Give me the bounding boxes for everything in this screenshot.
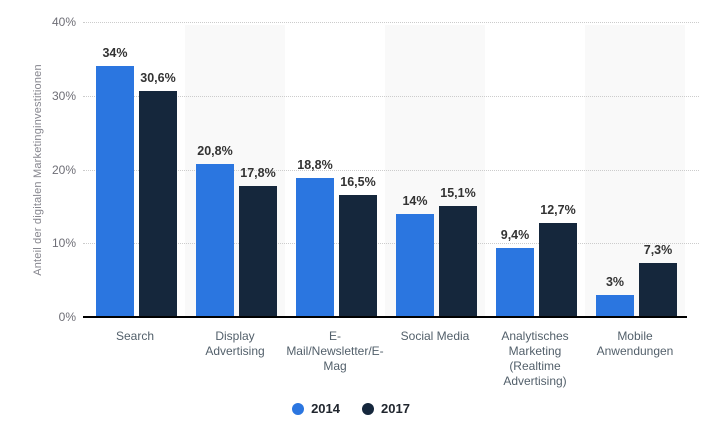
gridline-10pct (83, 243, 699, 245)
legend-item-2014: 2014 (292, 401, 340, 416)
bar-2017-display-advertising[interactable] (239, 185, 277, 317)
value-label-2017-social-media: 15,1% (440, 185, 476, 200)
x-label-display-advertising: Display Advertising (205, 329, 265, 358)
bar-2014-search[interactable] (96, 66, 134, 317)
value-label-2014-mobile-anwendungen: 3% (605, 274, 625, 289)
bar-2014-analytisches-marketing-realtime-advertising[interactable] (496, 247, 534, 317)
bar-2014-e-mail-newsletter-e-mag[interactable] (296, 178, 334, 317)
x-label-e-mail-newsletter-e-mag: E- Mail/Newsletter/E- Mag (286, 329, 384, 373)
value-label-2014-e-mail-newsletter-e-mag: 18,8% (297, 158, 333, 173)
y-tick-30pct: 30% (51, 88, 76, 103)
bar-2017-mobile-anwendungen[interactable] (639, 263, 677, 317)
value-label-2017-e-mail-newsletter-e-mag: 16,5% (340, 175, 376, 190)
y-tick-10pct: 10% (51, 236, 76, 251)
value-label-2014-search: 34% (102, 46, 128, 61)
x-label-social-media: Social Media (400, 329, 470, 343)
bar-2017-social-media[interactable] (439, 205, 477, 317)
bar-2017-analytisches-marketing-realtime-advertising[interactable] (539, 223, 577, 317)
legend-label-2017: 2017 (381, 401, 410, 416)
bar-2017-e-mail-newsletter-e-mag[interactable] (339, 195, 377, 317)
gridline-20pct (83, 169, 699, 171)
value-label-2014-analytisches-marketing-realtime-advertising: 9,4% (500, 227, 530, 242)
value-label-2014-social-media: 14% (402, 193, 428, 208)
value-label-2017-display-advertising: 17,8% (240, 165, 276, 180)
plot-area: 34% 20,8% 18,8% 14% 9,4% 3% 30,6% 17,8% 16,5% 15,… (83, 22, 699, 317)
x-label-search: Search (115, 329, 155, 343)
x-label-mobile-anwendungen: Mobile Anwendungen (596, 329, 674, 358)
legend-dot-2017 (362, 402, 374, 415)
y-tick-20pct: 20% (51, 162, 76, 177)
value-label-2017-mobile-anwendungen: 7,3% (643, 243, 673, 258)
value-label-2017-analytisches-marketing-realtime-advertising: 12,7% (540, 203, 576, 218)
gridline-30pct (83, 95, 699, 97)
x-label-analytisches-marketing-realtime-advertising: Analytisches Marketing (Realtime Adverti… (501, 329, 569, 388)
legend-label-2014: 2014 (311, 401, 340, 416)
legend-item-2017: 2017 (362, 401, 410, 416)
value-label-2017-search: 30,6% (140, 71, 176, 86)
legend: 2014 2017 (0, 401, 702, 416)
gridline-40pct (83, 22, 699, 23)
bar-2017-search[interactable] (139, 91, 177, 317)
y-tick-40pct: 40% (51, 15, 76, 29)
y-tick-0pct: 0% (58, 310, 76, 324)
legend-dot-2014 (292, 402, 305, 415)
bar-2014-display-advertising[interactable] (196, 163, 234, 317)
value-label-2014-display-advertising: 20,8% (197, 143, 233, 158)
bar-2014-social-media[interactable] (396, 213, 434, 317)
x-axis-line (83, 316, 687, 318)
bar-2014-mobile-anwendungen[interactable] (596, 294, 634, 317)
